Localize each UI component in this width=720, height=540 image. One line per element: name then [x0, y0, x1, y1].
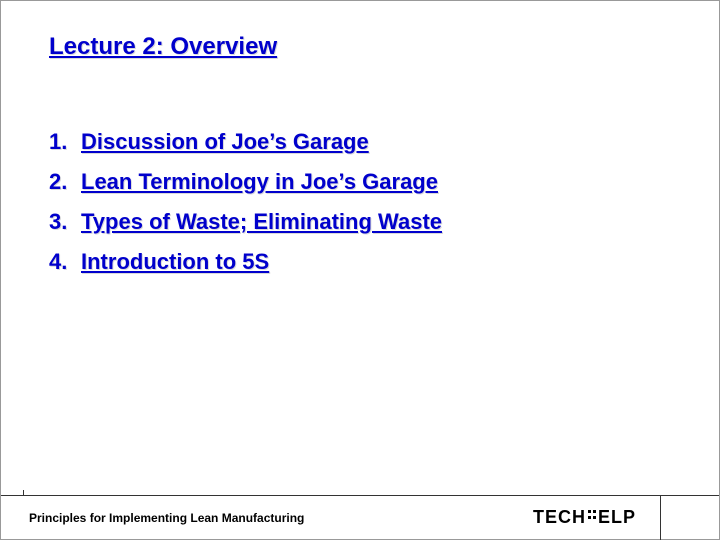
- brand-right: ELP: [598, 507, 636, 527]
- list-item: 4.Introduction to 5S: [49, 249, 671, 275]
- list-item-number: 4.: [49, 249, 81, 275]
- footer-tick: [23, 490, 24, 496]
- list-item-text: Introduction to 5S: [81, 249, 269, 274]
- list-item-number: 2.: [49, 169, 81, 195]
- brand-left: TECH: [533, 507, 586, 527]
- footer-caption: Principles for Implementing Lean Manufac…: [29, 511, 304, 525]
- list-item: 3.Types of Waste; Eliminating Waste: [49, 209, 671, 235]
- brand-logo: TECH ELP: [533, 507, 636, 528]
- list-item: 2.Lean Terminology in Joe’s Garage: [49, 169, 671, 195]
- brand-dots-icon: [587, 509, 597, 523]
- list-item: 1.Discussion of Joe’s Garage: [49, 129, 671, 155]
- slide: Lecture 2: Overview 1.Discussion of Joe’…: [1, 1, 719, 539]
- list-item-text: Lean Terminology in Joe’s Garage: [81, 169, 438, 194]
- footer-right-gap: [661, 496, 719, 540]
- list-item-text: Types of Waste; Eliminating Waste: [81, 209, 442, 234]
- list-item-text: Discussion of Joe’s Garage: [81, 129, 369, 154]
- slide-footer: Principles for Implementing Lean Manufac…: [1, 495, 719, 539]
- footer-inner: Principles for Implementing Lean Manufac…: [1, 507, 660, 528]
- overview-list: 1.Discussion of Joe’s Garage 2.Lean Term…: [49, 129, 671, 275]
- slide-title: Lecture 2: Overview: [49, 33, 671, 61]
- list-item-number: 1.: [49, 129, 81, 155]
- list-item-number: 3.: [49, 209, 81, 235]
